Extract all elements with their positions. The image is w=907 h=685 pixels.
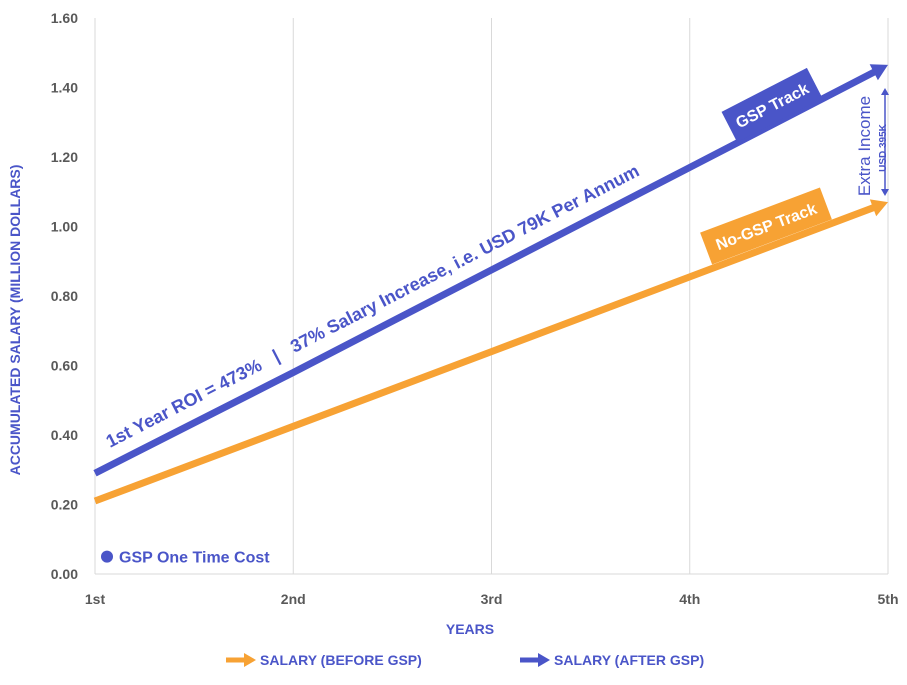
legend-swatch-arrow xyxy=(538,653,550,667)
y-tick-label: 1.20 xyxy=(51,149,78,165)
series-lines xyxy=(93,64,889,505)
no-gsp-track-box xyxy=(700,187,832,265)
extra-income-double-arrow xyxy=(881,88,889,196)
y-tick-label: 0.00 xyxy=(51,566,78,582)
y-axis-title: ACCUMULATED SALARY (MILLION DOLLARS) xyxy=(7,165,23,476)
y-tick-label: 1.60 xyxy=(51,10,78,26)
extra-income-label: Extra Income xyxy=(855,96,874,196)
y-tick-label: 0.40 xyxy=(51,427,78,443)
legend-swatch-arrow xyxy=(244,653,256,667)
roi-annotation: 1st Year ROI = 473% | 37% Salary Increas… xyxy=(103,161,643,452)
x-tick-labels: 1st 2nd 3rd 4th 5th xyxy=(85,591,899,607)
extra-income-arrow-down xyxy=(881,189,889,196)
legend-entry-label: SALARY (AFTER GSP) xyxy=(554,652,704,668)
gsp-cost-label: GSP One Time Cost xyxy=(119,550,270,567)
gsp-cost-marker: GSP One Time Cost xyxy=(101,550,270,567)
y-tick-label: 0.80 xyxy=(51,288,78,304)
y-tick-labels: 0.00 0.20 0.40 0.60 0.80 1.00 1.20 1.40 1.60 xyxy=(51,10,78,582)
gsp-track-label-box: GSP Track xyxy=(721,67,823,143)
extra-income-annotation: Extra Income USD 395K xyxy=(855,88,889,196)
grid-lines xyxy=(94,18,889,575)
x-tick-label: 3rd xyxy=(481,591,503,607)
gsp-cost-point xyxy=(101,550,113,563)
series-line-after-gsp xyxy=(93,66,882,477)
x-tick-label: 5th xyxy=(878,591,899,607)
x-tick-label: 4th xyxy=(679,591,700,607)
x-tick-label: 2nd xyxy=(281,591,306,607)
y-tick-label: 1.40 xyxy=(51,80,78,96)
legend: SALARY (BEFORE GSP) SALARY (AFTER GSP) xyxy=(226,652,704,668)
y-tick-label: 1.00 xyxy=(51,219,78,235)
no-gsp-track-label-box: No-GSP Track xyxy=(700,187,832,265)
x-tick-label: 1st xyxy=(85,591,106,607)
arrow-head-before-gsp xyxy=(869,199,888,217)
y-tick-label: 0.20 xyxy=(51,497,78,513)
extra-income-amount: USD 395K xyxy=(878,123,889,172)
extra-income-arrow-up xyxy=(881,88,889,95)
x-axis-title: YEARS xyxy=(446,621,494,637)
y-tick-label: 0.60 xyxy=(51,358,78,374)
arrow-head-after-gsp xyxy=(869,64,888,81)
gsp-track-box xyxy=(721,67,823,143)
legend-entry-label: SALARY (BEFORE GSP) xyxy=(260,652,422,668)
